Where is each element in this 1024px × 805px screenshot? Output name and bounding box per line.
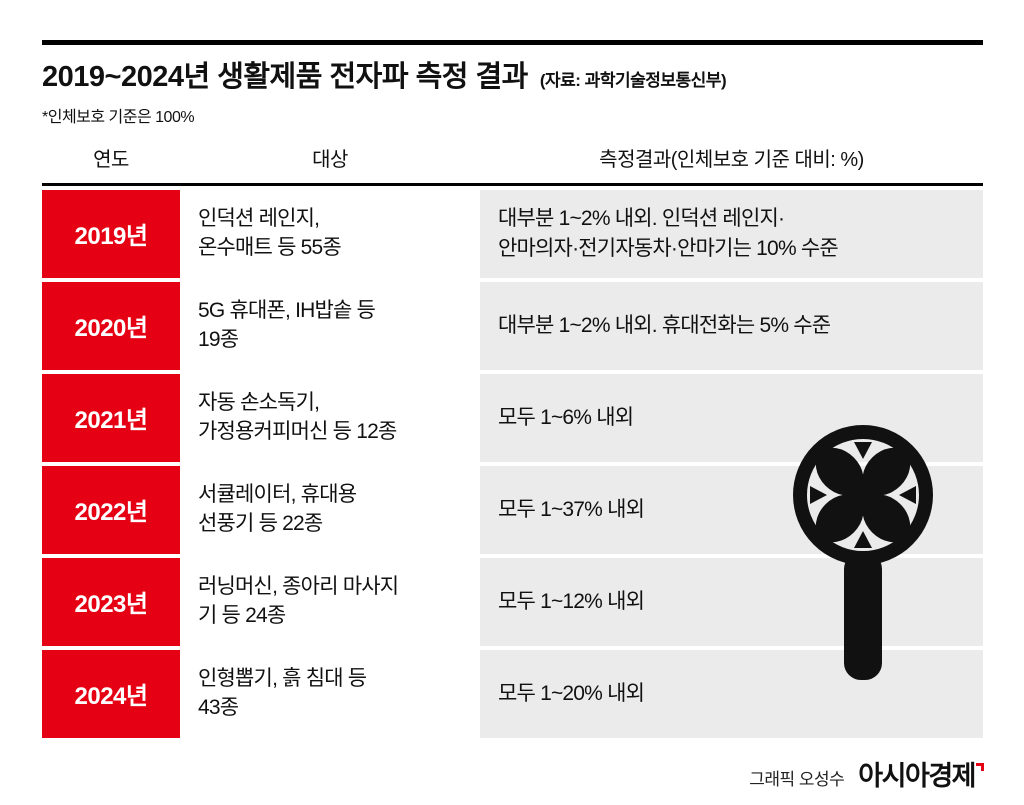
target-cell: 인형뽑기, 흙 침대 등 43종 bbox=[180, 649, 480, 738]
footer: 그래픽 오성수 아시아경제 bbox=[749, 754, 984, 793]
handheld-fan-icon bbox=[793, 425, 933, 680]
table-row: 2024년 인형뽑기, 흙 침대 등 43종 모두 1~20% 내외 bbox=[42, 649, 983, 738]
target-cell: 러닝머신, 종아리 마사지 기 등 24종 bbox=[180, 557, 480, 646]
year-cell: 2024년 bbox=[42, 649, 180, 738]
target-cell: 5G 휴대폰, IH밥솥 등 19종 bbox=[180, 281, 480, 370]
result-cell: 모두 1~12% 내외 bbox=[480, 557, 983, 646]
source-label: (자료: 과학기술정보통신부) bbox=[539, 71, 727, 90]
year-cell: 2020년 bbox=[42, 281, 180, 370]
year-cell: 2021년 bbox=[42, 373, 180, 462]
table-row: 2023년 러닝머신, 종아리 마사지 기 등 24종 모두 1~12% 내외 bbox=[42, 557, 983, 646]
col-header-target: 대상 bbox=[312, 148, 348, 171]
brand-logo: 아시아경제 bbox=[858, 754, 984, 793]
result-cell: 대부분 1~2% 내외. 인덕션 레인지· 안마의자·전기자동차·안마기는 10… bbox=[480, 189, 983, 278]
result-cell: 대부분 1~2% 내외. 휴대전화는 5% 수준 bbox=[480, 281, 983, 370]
table-row: 2022년 서큘레이터, 휴대용 선풍기 등 22종 모두 1~37% 내외 bbox=[42, 465, 983, 554]
col-header-result: 측정결과(인체보호 기준 대비: %) bbox=[599, 148, 864, 171]
measurement-table: 연도 대상 측정결과(인체보호 기준 대비: %) 2019년 인덕션 레인지,… bbox=[42, 143, 983, 738]
page-title: 2019~2024년 생활제품 전자파 측정 결과 bbox=[42, 61, 528, 93]
table-body: 2019년 인덕션 레인지, 온수매트 등 55종 대부분 1~2% 내외. 인… bbox=[42, 186, 983, 738]
table-row: 2019년 인덕션 레인지, 온수매트 등 55종 대부분 1~2% 내외. 인… bbox=[42, 189, 983, 278]
year-cell: 2019년 bbox=[42, 189, 180, 278]
top-rule bbox=[42, 40, 983, 45]
col-header-year: 연도 bbox=[93, 148, 129, 171]
target-cell: 서큘레이터, 휴대용 선풍기 등 22종 bbox=[180, 465, 480, 554]
brand-name: 아시아경제 bbox=[858, 761, 976, 791]
baseline-note: *인체보호 기준은 100% bbox=[42, 108, 195, 126]
result-cell: 모두 1~20% 내외 bbox=[480, 649, 983, 738]
table-row: 2020년 5G 휴대폰, IH밥솥 등 19종 대부분 1~2% 내외. 휴대… bbox=[42, 281, 983, 370]
brand-mark-icon bbox=[976, 763, 984, 771]
table-row: 2021년 자동 손소독기, 가정용커피머신 등 12종 모두 1~6% 내외 bbox=[42, 373, 983, 462]
title-row: 2019~2024년 생활제품 전자파 측정 결과 (자료: 과학기술정보통신부… bbox=[42, 60, 985, 95]
credit-label: 그래픽 오성수 bbox=[749, 770, 845, 789]
target-cell: 인덕션 레인지, 온수매트 등 55종 bbox=[180, 189, 480, 278]
year-cell: 2022년 bbox=[42, 465, 180, 554]
table-header-row: 연도 대상 측정결과(인체보호 기준 대비: %) bbox=[42, 143, 983, 186]
target-cell: 자동 손소독기, 가정용커피머신 등 12종 bbox=[180, 373, 480, 462]
year-cell: 2023년 bbox=[42, 557, 180, 646]
